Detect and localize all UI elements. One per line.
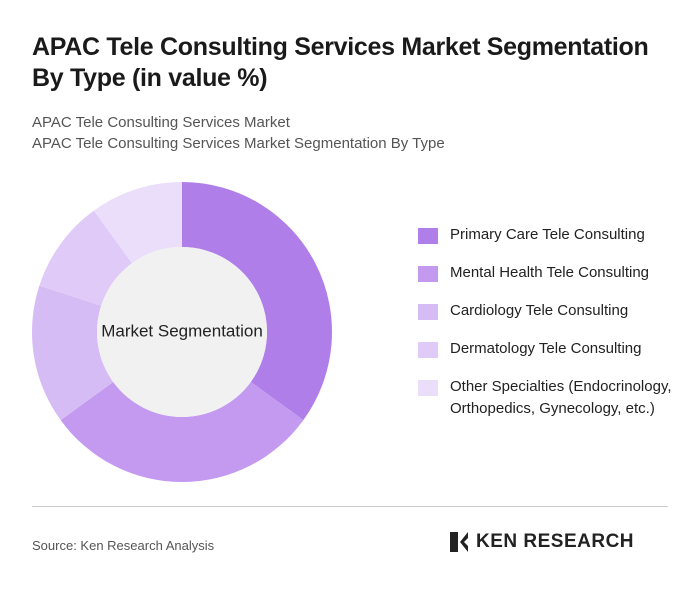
legend-label: Mental Health Tele Consulting [450,264,650,281]
legend-item: Other Specialties (Endocrinology, Orthop… [418,376,678,420]
brand-icon [450,532,468,552]
source: Source: Ken Research Analysis [32,538,215,553]
legend-swatch [418,228,438,244]
donut-segment [60,381,304,482]
donut-hole [97,247,267,417]
legend-swatch [418,380,438,396]
donut-segment [32,285,114,421]
chart-title: APAC Tele Consulting Services Market Seg… [32,33,649,92]
legend-label: Cardiology Tele Consulting [450,302,629,319]
legend-item: Cardiology Tele Consulting [418,300,678,322]
legend-item: Primary Care Tele Consulting [418,224,678,246]
donut-segment [39,210,133,306]
brand-logo: KEN RESEARCH [448,530,634,554]
legend: Primary Care Tele Consulting Mental Healt… [418,224,678,436]
legend-item: Dermatology Tele Consulting [418,338,678,360]
legend-label: Primary Care Tele Consulting [450,226,645,243]
legend-label: Dermatology Tele Consulting [450,340,642,357]
legend-swatch [418,304,438,320]
legend-swatch [418,266,438,282]
donut-chart: Market Segmentation [32,182,332,482]
legend-swatch [418,342,438,358]
donut-segment [182,182,332,421]
divider [32,506,668,507]
center-label: Market Segmentation [101,321,263,340]
subtitle: APAC Tele Consulting Services Market Seg… [32,135,445,152]
subtitle: APAC Tele Consulting Services Market [32,114,290,131]
donut-segment [93,182,182,264]
legend-item: Mental Health Tele Consulting [418,262,678,284]
legend-label: Other Specialties (Endocrinology, Orthop… [450,378,672,417]
brand-name: KEN RESEARCH [476,531,635,552]
